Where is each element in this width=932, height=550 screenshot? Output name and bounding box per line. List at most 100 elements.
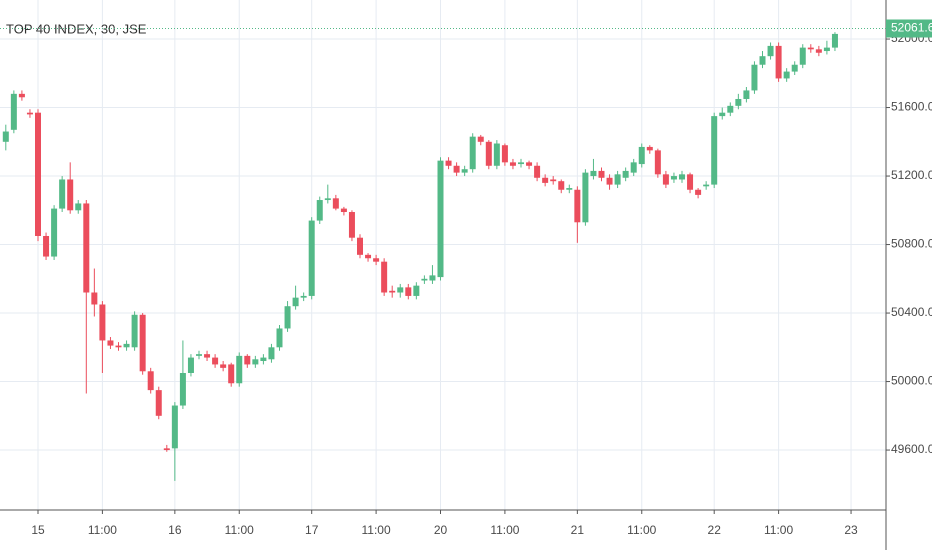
x-tick-label: 21 bbox=[571, 523, 585, 537]
candle-body bbox=[308, 220, 315, 296]
candle-body bbox=[606, 177, 613, 185]
candle-body bbox=[147, 371, 154, 391]
candle-body bbox=[831, 33, 838, 48]
y-tick-label: 49600.00 bbox=[891, 442, 932, 456]
candle-body bbox=[630, 162, 637, 173]
candle-body bbox=[719, 112, 726, 117]
x-tick-label: 11:00 bbox=[627, 523, 656, 537]
candle-body bbox=[493, 143, 500, 166]
candle-body bbox=[566, 188, 573, 190]
candle-body bbox=[598, 170, 605, 178]
candle-body bbox=[405, 287, 412, 296]
candle-body bbox=[91, 292, 98, 305]
candle-body bbox=[59, 179, 66, 209]
candle-body bbox=[340, 208, 347, 213]
x-tick-label: 23 bbox=[844, 523, 858, 537]
y-tick-label: 50800.00 bbox=[891, 237, 932, 251]
candles bbox=[2, 32, 838, 481]
x-tick-label: 22 bbox=[708, 523, 722, 537]
candle-body bbox=[469, 136, 476, 170]
candle-body bbox=[2, 131, 9, 142]
candle-body bbox=[445, 160, 452, 166]
candle-body bbox=[783, 71, 790, 79]
candle-body bbox=[799, 47, 806, 65]
candle-body bbox=[582, 172, 589, 223]
candle-body bbox=[574, 189, 581, 223]
x-tick-label: 20 bbox=[434, 523, 448, 537]
y-tick-label: 50400.00 bbox=[891, 305, 932, 319]
candle-body bbox=[759, 56, 766, 65]
candle-body bbox=[83, 203, 90, 293]
candle-body bbox=[662, 174, 669, 185]
candle-body bbox=[751, 64, 758, 91]
candle-body bbox=[236, 355, 243, 384]
candle-body bbox=[807, 47, 814, 50]
x-tick-label: 11:00 bbox=[490, 523, 519, 537]
candle-body bbox=[670, 176, 677, 180]
candle-body bbox=[348, 212, 355, 238]
candle-body bbox=[252, 359, 259, 365]
candle-body bbox=[131, 314, 138, 348]
candle-body bbox=[703, 184, 710, 187]
candle-body bbox=[324, 198, 331, 201]
x-tick-label: 15 bbox=[31, 523, 45, 537]
candle-body bbox=[397, 287, 404, 293]
candle-body bbox=[791, 64, 798, 72]
candle-body bbox=[220, 364, 227, 368]
y-tick-label: 50000.00 bbox=[891, 374, 932, 388]
x-tick-label: 11:00 bbox=[88, 523, 117, 537]
candle-body bbox=[679, 174, 685, 180]
candle-body bbox=[775, 45, 782, 79]
candle-body bbox=[99, 304, 106, 341]
candle-body bbox=[244, 355, 251, 365]
candle-body bbox=[204, 354, 211, 358]
candle-body bbox=[614, 174, 621, 185]
candle-body bbox=[35, 112, 41, 236]
candle-body bbox=[501, 145, 508, 163]
candle-body bbox=[276, 328, 283, 348]
candle-body bbox=[139, 314, 146, 372]
candle-body bbox=[421, 278, 428, 281]
candle-body bbox=[365, 254, 372, 259]
candle-body bbox=[542, 177, 549, 183]
candle-body bbox=[51, 208, 58, 257]
candle-body bbox=[155, 390, 162, 416]
candle-body bbox=[357, 237, 363, 255]
candle-body bbox=[509, 162, 516, 166]
candle-body bbox=[75, 203, 82, 211]
candle-body bbox=[413, 285, 420, 296]
candle-body bbox=[646, 146, 653, 151]
candle-body bbox=[485, 141, 492, 166]
candle-body bbox=[654, 150, 661, 175]
candle-body bbox=[18, 93, 25, 98]
y-tick-label: 51600.00 bbox=[891, 100, 932, 114]
last-price-box bbox=[886, 19, 932, 38]
candle-body bbox=[163, 448, 170, 451]
candle-body bbox=[695, 189, 702, 195]
candle-body bbox=[453, 165, 460, 173]
candle-body bbox=[815, 49, 822, 53]
x-tick-label: 17 bbox=[305, 523, 319, 537]
candle-body bbox=[373, 258, 380, 262]
candle-body bbox=[477, 136, 484, 142]
candle-body bbox=[179, 372, 186, 406]
candle-body bbox=[687, 174, 694, 190]
y-tick-label: 51200.00 bbox=[891, 168, 932, 182]
candle-body bbox=[461, 169, 468, 173]
candle-body bbox=[26, 112, 33, 115]
candle-body bbox=[43, 235, 50, 257]
chart-title: TOP 40 INDEX, 30, JSE bbox=[6, 21, 147, 36]
candle-body bbox=[171, 405, 178, 449]
x-tick-label: 11:00 bbox=[362, 523, 391, 537]
candle-body bbox=[284, 306, 291, 329]
candle-body bbox=[558, 181, 565, 190]
candle-body bbox=[268, 347, 275, 360]
candle-body bbox=[292, 297, 299, 307]
candle-body bbox=[711, 116, 718, 185]
candle-body bbox=[550, 179, 557, 182]
candle-body bbox=[429, 275, 436, 281]
candle-body bbox=[228, 364, 235, 384]
candle-body bbox=[300, 295, 307, 298]
candle-body bbox=[823, 47, 830, 52]
